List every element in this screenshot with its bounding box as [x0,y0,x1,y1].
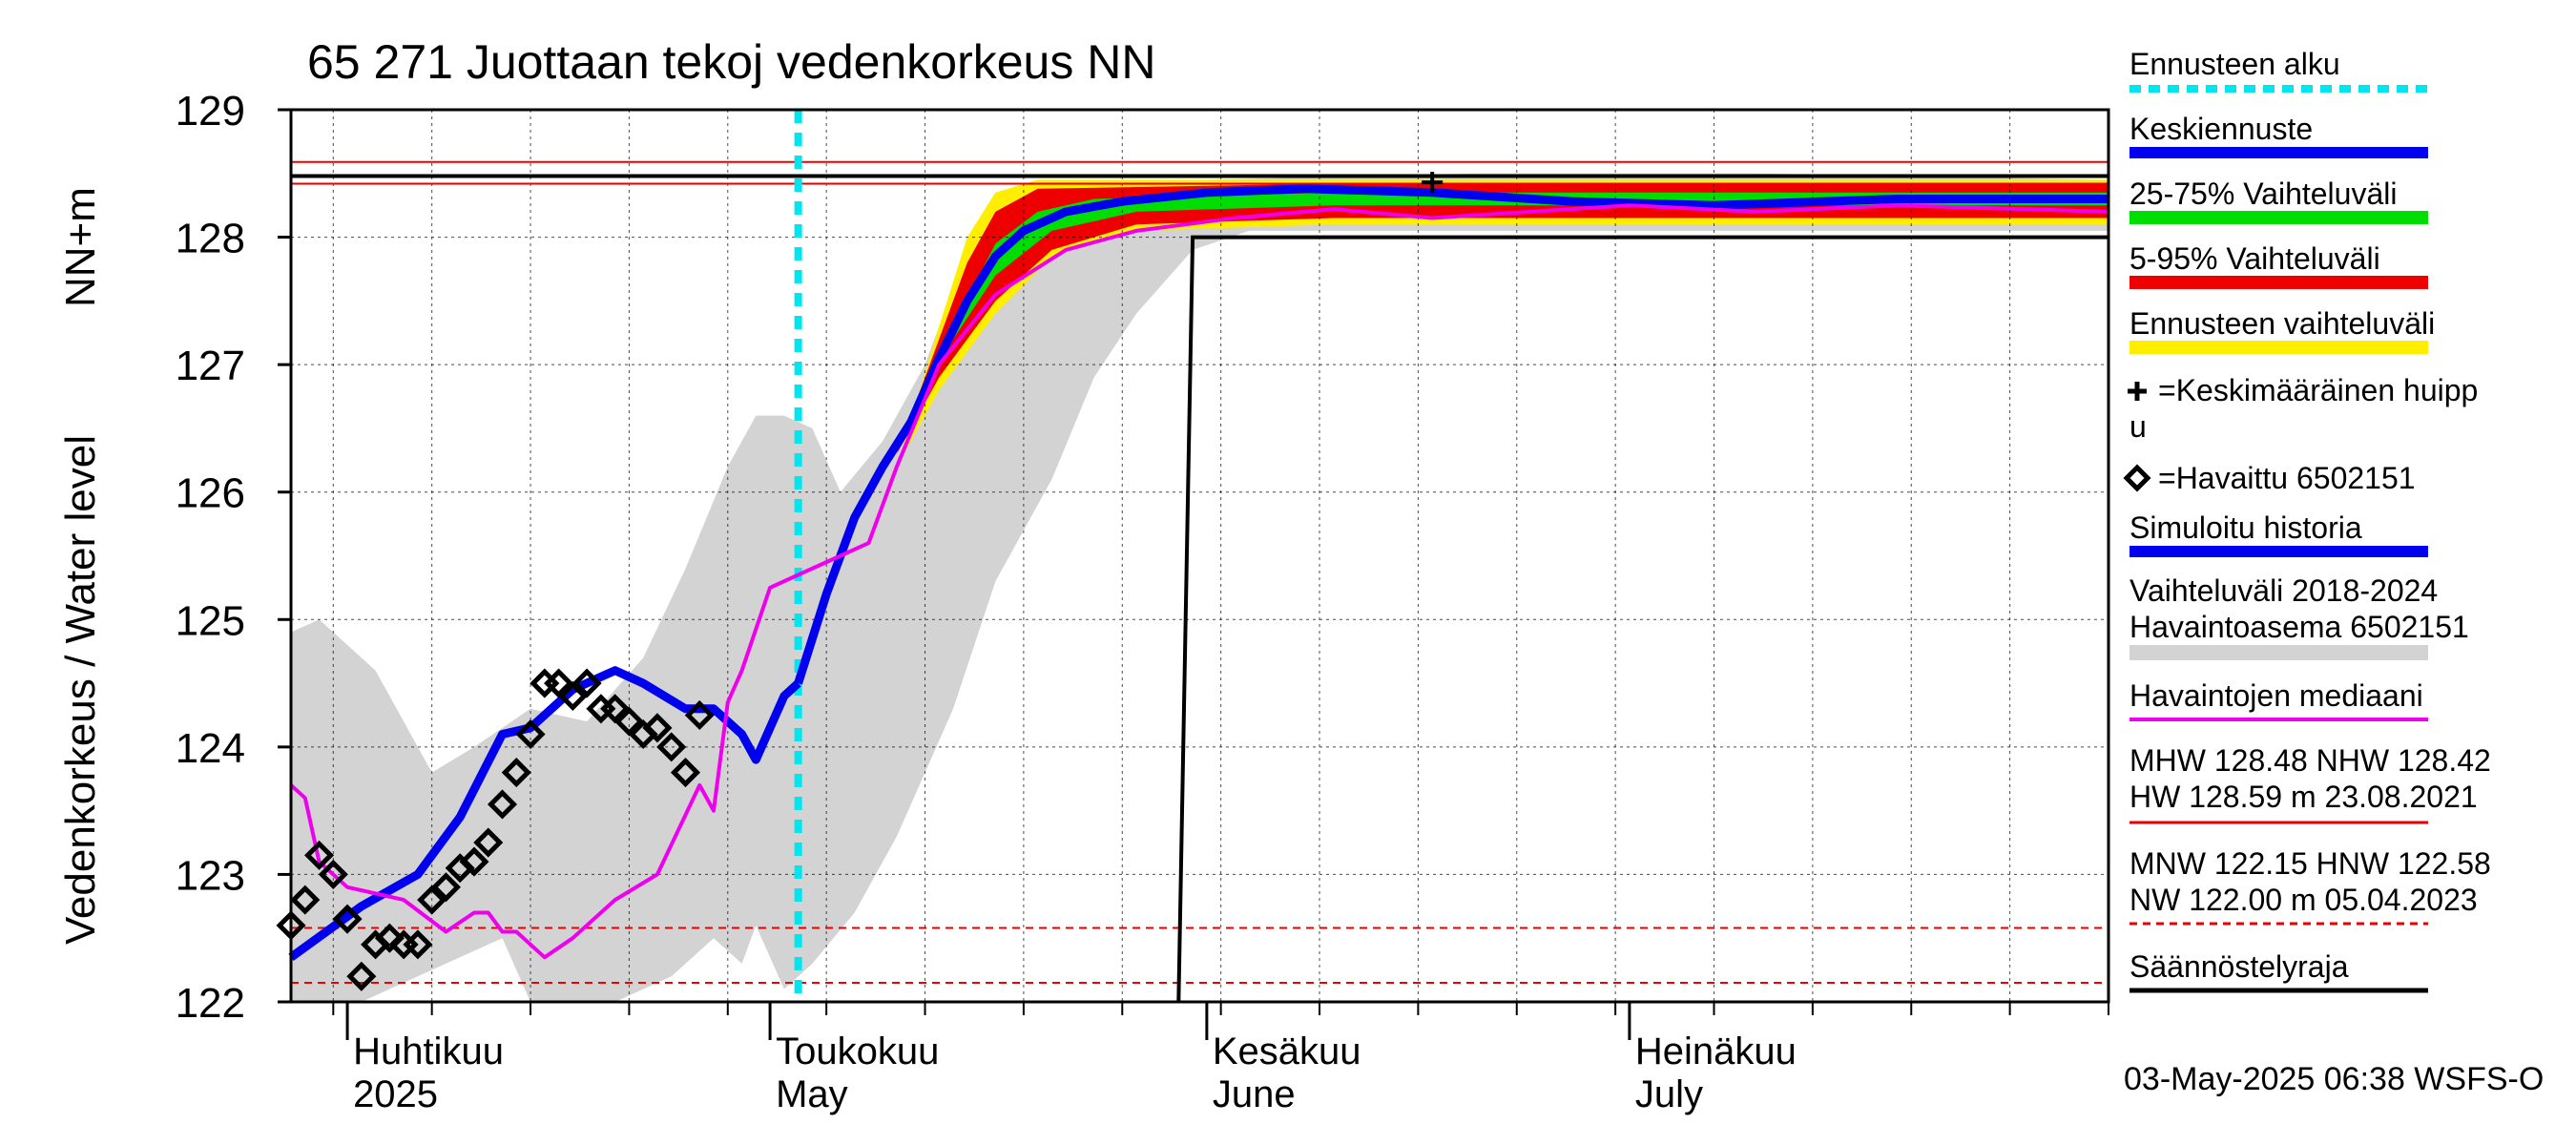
y-tick-label: 123 [176,852,245,899]
observed-point [557,680,588,711]
range-5-95-band [897,183,2109,454]
timestamp-footer: 03-May-2025 06:38 WSFS-O [2124,1061,2545,1097]
regulation-limit-line [1176,235,2109,1003]
observed-point [318,859,348,889]
legend-observed: =Havaittu 6502151 [2158,461,2416,495]
y-axis-unit: NN+m [57,187,104,307]
legend-simulated: Simuloitu historia [2129,510,2362,545]
x-month-label: Huhtikuu [353,1030,504,1072]
x-month-label-sub: 2025 [353,1073,438,1115]
observed-point [670,758,701,788]
y-tick-label: 128 [176,216,245,262]
observed-point [487,789,518,820]
range-bands [291,173,2109,1003]
y-tick-label: 127 [176,343,245,389]
x-month-label-sub: June [1213,1073,1296,1115]
observed-point [332,904,363,934]
y-tick-label: 125 [176,597,245,644]
observed-point [600,694,631,724]
legend-range-5-95: 5-95% Vaihteluväli [2129,241,2380,276]
chart-title: 65 271 Juottaan tekoj vedenkorkeus NN [307,35,1156,89]
legend-hw: HW 128.59 m 23.08.2021 [2129,780,2478,814]
y-tick-label: 126 [176,470,245,517]
x-month-label-sub: May [776,1073,848,1115]
series-lines [288,184,2109,961]
legend [2123,85,2428,993]
y-axis-label: Vedenkorkeus / Water level [57,435,104,945]
legend-obs-median: Havaintojen mediaani [2129,678,2423,713]
x-month-label: Kesäkuu [1213,1030,1361,1072]
legend-mean-peak-cont: u [2129,409,2147,444]
observed-point [571,668,602,698]
legend-range-25-75: 25-75% Vaihteluväli [2129,177,2398,211]
obs-median-line [289,203,2109,960]
observed-point [656,732,687,762]
observed-point [403,929,433,960]
observed-point [417,885,447,915]
observed-point [374,923,405,953]
legend-mnw: MNW 122.15 HNW 122.58 [2129,846,2491,881]
observed-point [459,846,489,877]
legend-hist-range-station: Havaintoasema 6502151 [2129,610,2469,644]
axes [289,108,2110,1004]
legend-nw: NW 122.00 m 05.04.2023 [2129,883,2478,917]
observed-point [290,885,321,915]
y-tick-label: 122 [176,980,245,1027]
legend-mean-peak: =Keskimääräinen huipp [2158,373,2479,407]
hist-range-band [291,173,2109,1003]
observed-point [303,840,335,870]
observed-point [613,706,644,737]
legend-mhw: MHW 128.48 NHW 128.42 [2129,743,2491,778]
observed-point [515,718,546,750]
y-tick-label: 124 [176,725,245,772]
y-tick-label: 129 [176,88,245,135]
observed-point [684,699,715,730]
observed-point [642,713,673,743]
observed-point [473,827,504,858]
legend-cross-icon [2128,382,2147,401]
plot-frame [289,108,2110,1004]
x-month-label-sub: July [1635,1073,1703,1115]
legend-regulation: Säännöstelyraja [2129,949,2349,984]
observed-point [544,668,574,698]
legend-forecast-range: Ennusteen vaihteluväli [2129,306,2436,341]
observed-point [501,758,531,788]
x-month-label: Heinäkuu [1635,1030,1797,1072]
observed-point [346,961,377,991]
legend-mean-forecast: Keskiennuste [2129,112,2314,146]
legend-hist-range: Vaihteluväli 2018-2024 [2129,573,2439,608]
x-month-label: Toukokuu [776,1030,939,1072]
observed-point [430,872,461,903]
legend-diamond-icon [2123,464,2151,492]
simulated-history-line [288,666,801,961]
legend-forecast-start: Ennusteen alku [2129,47,2340,81]
mean-forecast-line [794,184,2109,685]
mean-peak-marker [1422,172,1444,194]
